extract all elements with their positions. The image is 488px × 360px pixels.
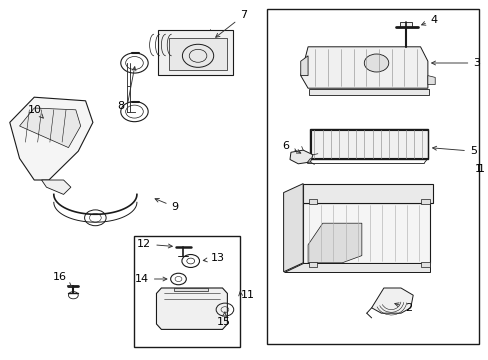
Bar [420, 262, 429, 267]
Bar [266, 9, 478, 344]
Bar [399, 22, 411, 27]
Polygon shape [156, 288, 227, 329]
Bar [309, 129, 427, 159]
Polygon shape [303, 184, 432, 203]
Text: 7: 7 [215, 10, 246, 37]
Text: 5: 5 [432, 146, 476, 156]
Bar [173, 288, 207, 291]
Bar [134, 236, 239, 347]
Text: 13: 13 [203, 253, 224, 264]
Text: 1: 1 [477, 164, 484, 174]
Text: 4: 4 [421, 15, 437, 25]
Text: 2: 2 [394, 303, 411, 313]
Text: 9: 9 [155, 198, 178, 212]
Text: 3: 3 [431, 58, 479, 68]
Text: 16: 16 [53, 272, 72, 287]
Bar [157, 30, 233, 75]
Polygon shape [303, 203, 429, 263]
Text: 11: 11 [240, 290, 254, 300]
Text: 1: 1 [474, 164, 481, 174]
Text: 14: 14 [135, 274, 166, 284]
Bar [308, 262, 317, 267]
Polygon shape [20, 108, 81, 148]
Polygon shape [41, 180, 71, 194]
Polygon shape [283, 263, 429, 272]
Polygon shape [289, 150, 312, 164]
Bar [308, 199, 317, 204]
Circle shape [364, 54, 388, 72]
Polygon shape [300, 56, 307, 76]
Polygon shape [371, 288, 412, 313]
Text: 10: 10 [28, 105, 43, 118]
Bar [168, 38, 227, 70]
Polygon shape [310, 130, 427, 158]
Polygon shape [10, 97, 93, 180]
Polygon shape [427, 76, 434, 85]
Text: 8: 8 [117, 101, 124, 111]
Text: 12: 12 [137, 239, 172, 249]
Text: 6: 6 [282, 141, 300, 153]
Polygon shape [300, 47, 427, 88]
Polygon shape [283, 184, 303, 272]
Bar [420, 199, 429, 204]
Text: 15: 15 [217, 312, 230, 327]
Polygon shape [307, 223, 361, 263]
Bar [309, 89, 428, 95]
